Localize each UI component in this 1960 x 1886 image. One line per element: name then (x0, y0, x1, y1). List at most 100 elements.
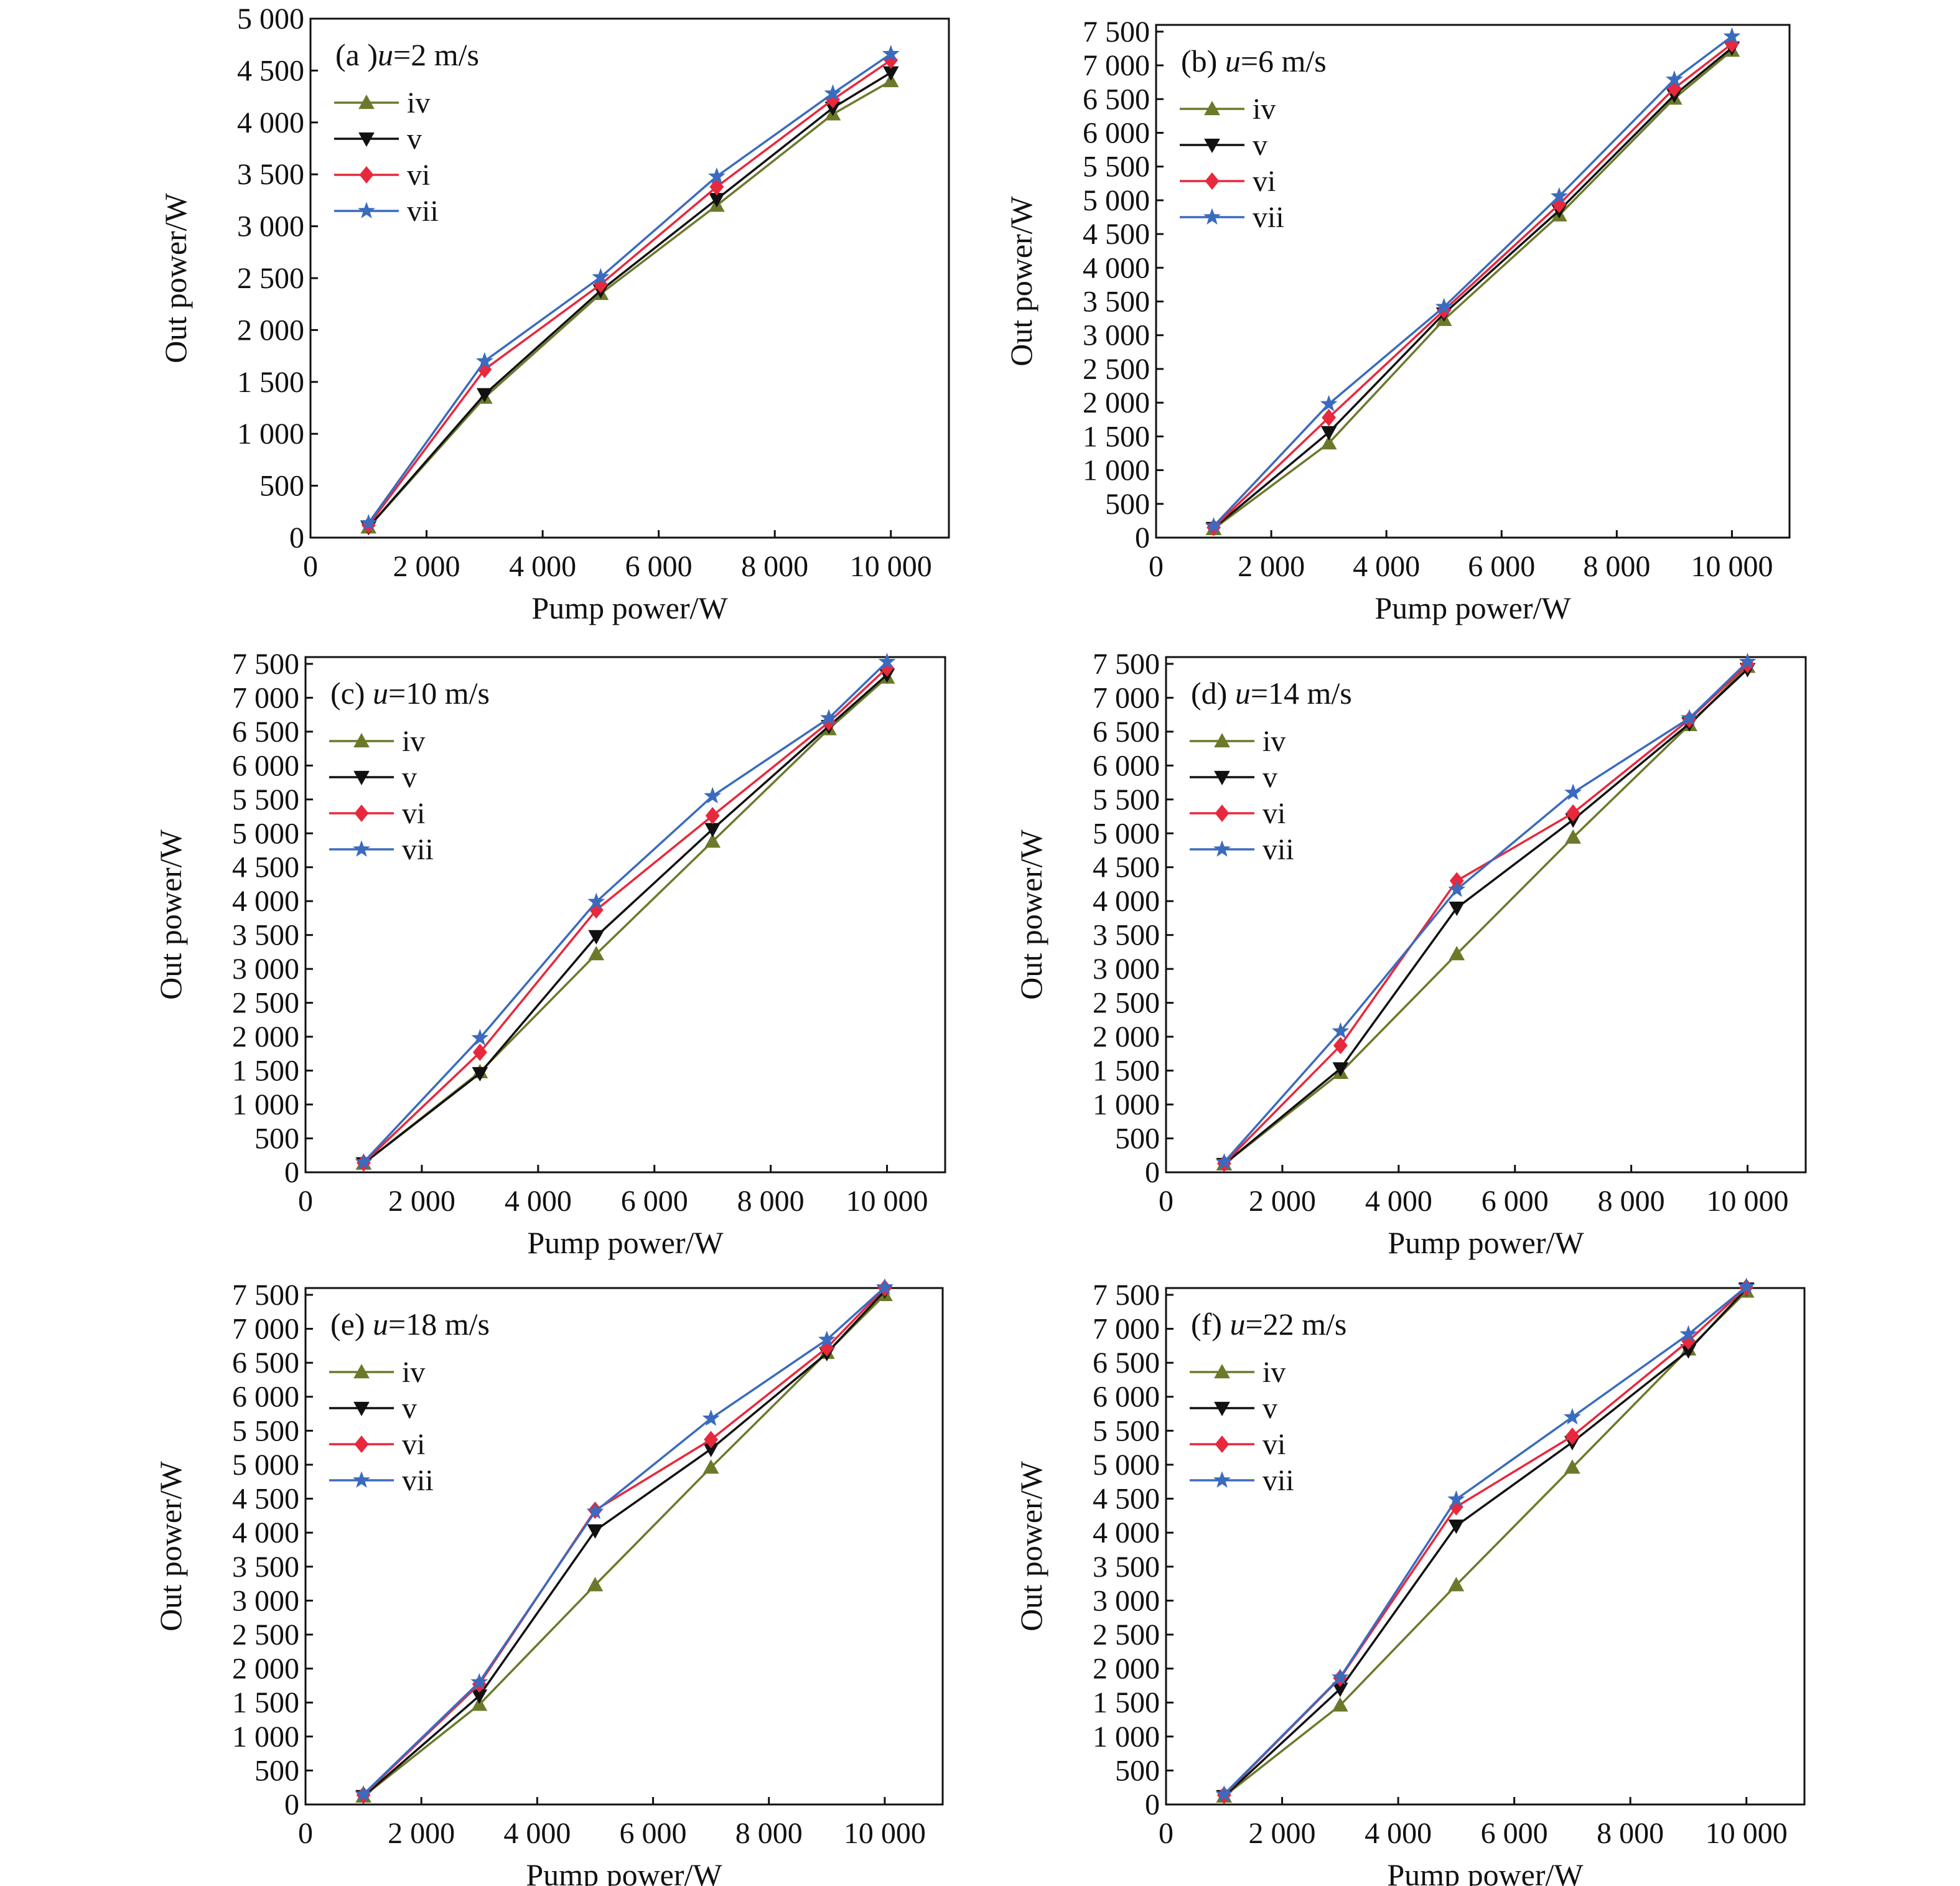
series-line-v (362, 1290, 886, 1798)
legend-item-v: v (329, 1392, 417, 1425)
x-tick-label: 6 000 (1481, 1817, 1548, 1850)
y-tick-label: 3 500 (232, 919, 299, 952)
data-point-vi (705, 806, 720, 824)
data-point-vii (360, 513, 378, 531)
panel-title-suffix: =10 m/s (388, 676, 490, 711)
legend-label: iv (402, 725, 425, 758)
data-point-iv (702, 1459, 719, 1474)
x-tick-label: 8 000 (735, 1817, 803, 1850)
x-tick-label: 8 000 (1583, 550, 1650, 583)
data-point-vi (472, 1043, 487, 1062)
legend-marker-vi-icon (1215, 1436, 1230, 1453)
y-tick-label: 500 (254, 1754, 299, 1787)
y-tick-label: 1 000 (1093, 1720, 1160, 1753)
series-line-vii (363, 661, 888, 1163)
y-tick-label: 3 500 (1093, 1551, 1160, 1584)
panel-title-suffix: =6 m/s (1241, 44, 1327, 78)
legend-marker-vi-icon (354, 805, 369, 822)
y-tick-label: 5 500 (1093, 1414, 1160, 1447)
x-tick-label: 2 000 (388, 1817, 455, 1850)
y-tick-label: 1 500 (237, 366, 304, 399)
y-tick-label: 5 000 (237, 2, 304, 35)
y-tick-label: 4 500 (232, 1483, 299, 1516)
legend-label: iv (1262, 1356, 1286, 1389)
legend-item-vi: vi (1190, 797, 1286, 830)
series-line-iv (367, 80, 892, 528)
y-tick-label: 5 000 (232, 817, 299, 850)
data-point-vi (1333, 1037, 1348, 1055)
legend-item-vi: vi (334, 159, 430, 192)
data-point-iv (588, 946, 605, 961)
legend-label: vi (1253, 165, 1276, 198)
legend-item-iv: iv (1190, 1356, 1286, 1389)
series-line-vi (1213, 43, 1733, 528)
legend-marker-iv-icon (353, 732, 370, 748)
y-tick-label: 0 (289, 521, 304, 554)
y-tick-label: 500 (259, 470, 304, 503)
y-axis-label: Out power/W (158, 192, 193, 363)
data-point-vii (586, 1502, 604, 1520)
legend-item-v: v (1190, 761, 1277, 794)
panel-title-variable: u (373, 1307, 388, 1342)
data-point-v (1448, 1520, 1465, 1534)
legend-item-vi: vi (1180, 165, 1276, 198)
data-point-vii (475, 352, 493, 369)
x-tick-label: 2 000 (1238, 550, 1305, 583)
y-tick-label: 3 000 (1093, 953, 1160, 986)
legend-marker-v-icon (353, 1401, 370, 1417)
legend-label: vii (402, 833, 434, 866)
data-point-vii (878, 652, 896, 670)
y-tick-label: 1 000 (232, 1088, 299, 1121)
series-line-v (1213, 47, 1733, 530)
legend-marker-vi-icon (354, 1436, 369, 1453)
data-point-vii (592, 268, 610, 285)
legend-label: iv (1253, 93, 1276, 126)
x-tick-label: 2 000 (393, 550, 460, 583)
data-point-v (1332, 1062, 1349, 1077)
data-point-vii (876, 1278, 894, 1295)
y-tick-label: 5 500 (1083, 151, 1150, 184)
y-tick-label: 1 500 (232, 1686, 299, 1719)
data-point-vii (1564, 1407, 1581, 1425)
legend-item-v: v (334, 123, 422, 156)
data-point-vii (1738, 652, 1757, 670)
y-tick-label: 0 (284, 1788, 299, 1821)
y-tick-label: 5 000 (1083, 184, 1150, 217)
legend-marker-v-icon (1214, 1401, 1230, 1417)
y-tick-label: 4 000 (1093, 885, 1160, 918)
y-tick-label: 6 000 (1083, 116, 1150, 149)
legend-label: v (402, 1392, 417, 1425)
x-tick-label: 6 000 (625, 550, 693, 583)
x-axis-label: Pump power/W (1387, 1857, 1584, 1886)
data-point-vii (1320, 394, 1338, 412)
y-tick-label: 2 000 (237, 314, 304, 347)
legend-item-vi: vi (1190, 1428, 1286, 1461)
y-tick-label: 6 000 (1093, 1381, 1160, 1414)
y-tick-label: 5 000 (1093, 1449, 1160, 1482)
y-tick-label: 7 500 (1083, 16, 1150, 49)
y-tick-label: 7 500 (1093, 648, 1160, 681)
x-tick-label: 4 000 (503, 1817, 571, 1850)
y-tick-label: 4 500 (232, 851, 299, 884)
legend-marker-v-icon (1204, 138, 1220, 154)
y-tick-label: 2 500 (232, 987, 299, 1020)
x-tick-label: 10 000 (1691, 550, 1773, 583)
y-axis-label: Out power/W (1014, 829, 1048, 999)
panel-title: (c) u=10 m/s (330, 676, 490, 711)
x-tick-label: 6 000 (620, 1817, 687, 1850)
y-tick-label: 500 (1115, 1123, 1160, 1155)
y-tick-label: 1 500 (1083, 420, 1150, 453)
y-tick-label: 2 500 (1093, 1618, 1160, 1651)
x-tick-label: 0 (1159, 1817, 1174, 1850)
y-tick-label: 1 500 (1093, 1686, 1160, 1719)
y-tick-label: 4 000 (232, 1516, 299, 1549)
y-tick-label: 3 500 (1093, 919, 1160, 952)
legend-item-vii: vii (1180, 201, 1284, 234)
x-tick-label: 2 000 (1249, 1185, 1316, 1218)
series-line-v (363, 673, 888, 1165)
legend-label: v (1262, 761, 1277, 794)
legend-label: vi (1262, 797, 1286, 830)
data-point-vii (707, 167, 726, 184)
